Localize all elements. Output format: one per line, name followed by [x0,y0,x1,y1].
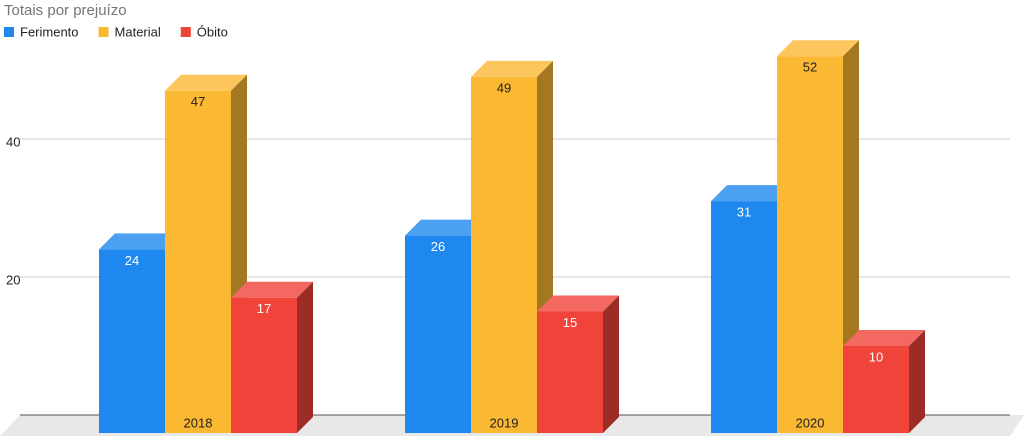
bar [405,235,471,433]
bar-top [711,185,793,202]
data-label: 24 [125,253,139,268]
legend-swatch [180,27,191,37]
data-label: 49 [497,80,511,95]
bar [843,346,909,433]
legend-label: Material [115,24,161,39]
bar-top [405,219,487,236]
bar-top [165,74,247,91]
y-tick-label: 40 [6,134,20,149]
bar-top [777,40,859,57]
legend-swatch [4,27,14,37]
bar-side [297,281,313,433]
bar-side [909,330,925,433]
x-tick-label: 2020 [796,415,825,430]
data-label: 31 [737,205,751,220]
bar [231,297,297,433]
bar-top [99,233,181,250]
bar [165,90,231,433]
bar [471,76,537,434]
bar [99,249,165,433]
data-label: 52 [803,60,817,75]
bar-side [603,295,619,433]
legend-label: Ferimento [20,24,79,39]
bar-top [843,330,925,346]
bar [711,201,777,433]
x-tick-label: 2018 [184,415,213,430]
legend-label: Óbito [197,24,228,39]
data-label: 15 [563,315,577,330]
bar-top [537,295,619,312]
bar-top [231,281,313,298]
data-label: 26 [431,239,445,254]
bar [537,311,603,433]
bar [777,56,843,433]
bar-top [471,60,553,77]
data-label: 17 [257,301,271,316]
chart-title: Totais por prejuízo [4,2,127,19]
data-label: 10 [869,349,883,364]
legend-swatch [98,27,109,37]
y-tick-label: 20 [6,272,20,287]
x-tick-label: 2019 [490,415,519,430]
data-label: 47 [191,94,205,109]
